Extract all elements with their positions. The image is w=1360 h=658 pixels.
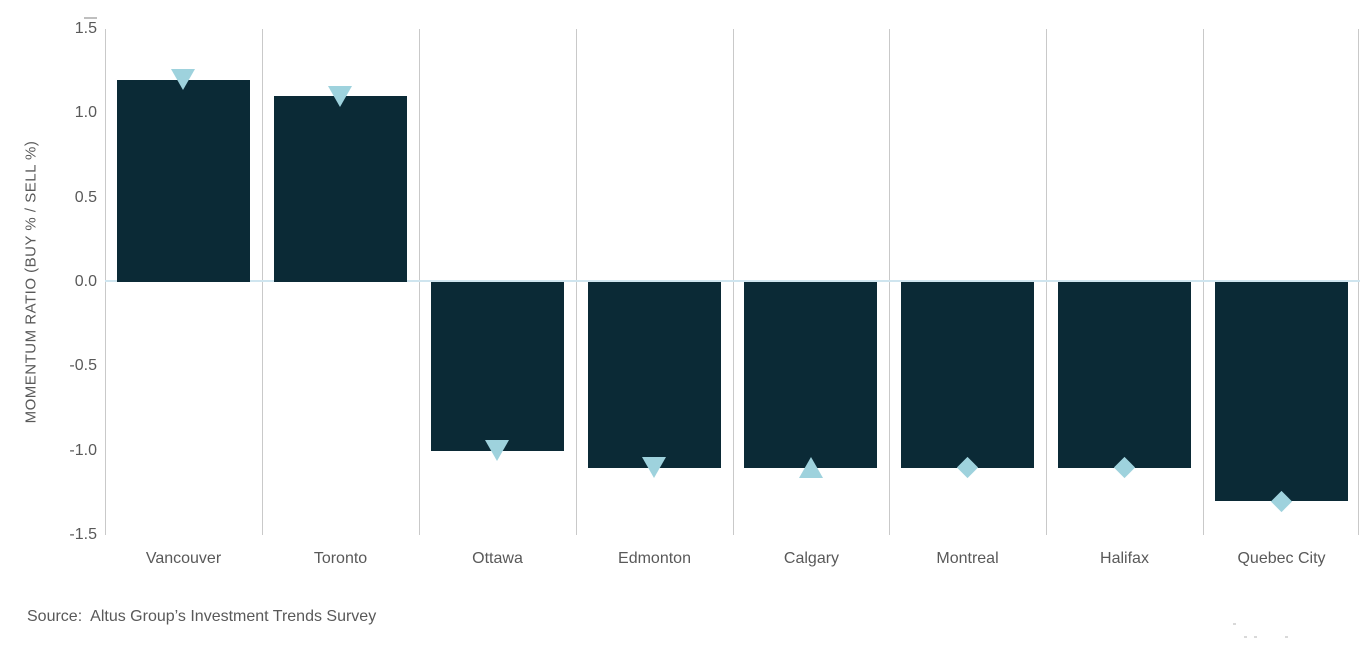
- gridline: [733, 29, 734, 535]
- bar-halifax: [1058, 282, 1191, 468]
- bar-calgary: [744, 282, 877, 468]
- y-tick-label: 0.5: [74, 189, 97, 206]
- gridline: [105, 29, 106, 535]
- bar-ottawa: [431, 282, 564, 451]
- triangle-down-marker-icon: [485, 440, 509, 461]
- y-tick-label: 1.5: [74, 20, 97, 37]
- x-label-edmonton: Edmonton: [618, 550, 691, 567]
- triangle-down-marker-icon: [328, 86, 352, 107]
- watermark-dot: [1285, 636, 1288, 638]
- x-label-vancouver: Vancouver: [145, 550, 222, 567]
- bar-vancouver: [117, 80, 250, 282]
- x-label-quebec-city: Quebec City: [1237, 550, 1326, 567]
- gridline: [576, 29, 577, 535]
- source-attribution: Source: Altus Group’s Investment Trends …: [27, 608, 377, 625]
- y-tick-label: 0.0: [74, 273, 97, 290]
- x-label-toronto: Toronto: [313, 550, 368, 567]
- x-label-calgary: Calgary: [783, 550, 840, 567]
- bar-quebec-city: [1215, 282, 1348, 501]
- watermark-dot: [1244, 636, 1247, 638]
- gridline: [1358, 29, 1359, 535]
- zero-baseline: [105, 280, 1360, 282]
- gridline: [889, 29, 890, 535]
- triangle-down-marker-icon: [642, 457, 666, 478]
- bar-montreal: [901, 282, 1034, 468]
- triangle-up-marker-icon: [799, 457, 823, 478]
- y-tick-label: 1.0: [74, 104, 97, 121]
- watermark-dot: [1233, 623, 1236, 625]
- x-label-montreal: Montreal: [936, 550, 999, 567]
- gridline: [1203, 29, 1204, 535]
- y-tick-label: -1.0: [69, 442, 97, 459]
- bar-edmonton: [588, 282, 721, 468]
- bar-toronto: [274, 96, 407, 282]
- y-tick-label: -0.5: [69, 357, 97, 374]
- gridline: [262, 29, 263, 535]
- watermark-dot: [1254, 636, 1257, 638]
- axis-tick-dash: [84, 17, 97, 19]
- gridline: [419, 29, 420, 535]
- gridline: [1046, 29, 1047, 535]
- triangle-down-marker-icon: [171, 69, 195, 90]
- x-label-halifax: Halifax: [1100, 550, 1149, 567]
- x-label-ottawa: Ottawa: [472, 550, 523, 567]
- y-tick-label: -1.5: [69, 526, 97, 543]
